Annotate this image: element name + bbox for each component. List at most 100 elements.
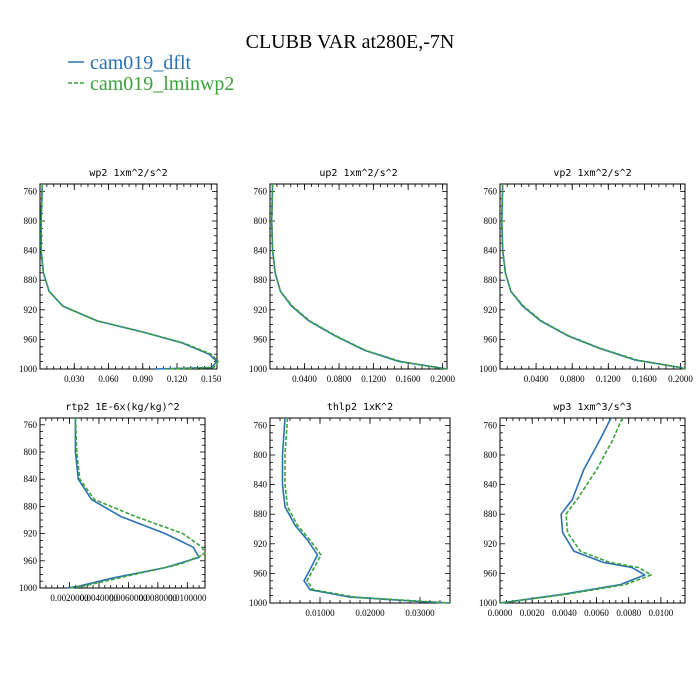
x-tick-label: 0.0400 xyxy=(524,374,549,384)
panel-title: vp2 1xm^2/s^2 xyxy=(553,168,631,179)
legend-label-lminwp2: cam019_lminwp2 xyxy=(90,73,234,95)
x-tick-label: 0.0400 xyxy=(292,374,317,384)
panel-title: up2 1xm^2/s^2 xyxy=(319,168,397,179)
y-tick-label: 800 xyxy=(24,216,38,226)
x-tick-label: 0.0060 xyxy=(584,608,609,618)
y-tick-label: 840 xyxy=(254,480,268,490)
y-tick-label: 880 xyxy=(484,509,498,519)
series-line-dflt xyxy=(281,417,451,604)
y-tick-label: 920 xyxy=(24,529,38,539)
y-tick-label: 840 xyxy=(484,246,498,256)
y-tick-label: 880 xyxy=(254,509,268,519)
y-tick-label: 1000 xyxy=(19,583,38,593)
y-tick-label: 880 xyxy=(254,275,268,285)
x-tick-label: 0.1200 xyxy=(596,374,621,384)
y-tick-label: 800 xyxy=(484,216,498,226)
x-tick-label: 0.030 xyxy=(64,374,85,384)
plot-frame xyxy=(499,183,686,370)
plot-frame xyxy=(269,183,448,370)
panel-title: thlp2 1xK^2 xyxy=(327,402,393,413)
x-tick-label: 0.150 xyxy=(201,374,222,384)
panel-title: rtp2 1E-6x(kg/kg)^2 xyxy=(65,402,179,413)
y-tick-label: 880 xyxy=(484,275,498,285)
x-tick-label: 0.01000 xyxy=(305,608,335,618)
panel-title: wp2 1xm^2/s^2 xyxy=(89,168,167,179)
y-tick-label: 880 xyxy=(24,501,38,511)
series-line-lminwp2 xyxy=(270,183,448,370)
y-tick-label: 1000 xyxy=(19,364,38,374)
y-tick-label: 840 xyxy=(24,246,38,256)
series-line-dflt xyxy=(499,417,646,604)
x-tick-label: 0.0080 xyxy=(616,608,641,618)
x-tick-label: 0.120 xyxy=(167,374,188,384)
x-tick-label: 0.1600 xyxy=(396,374,421,384)
series-line-lminwp2 xyxy=(500,183,686,370)
x-tick-label: 0.0080000 xyxy=(139,593,178,603)
x-tick-label: 0.0040 xyxy=(552,608,577,618)
series-line-dflt xyxy=(270,183,448,370)
panel-2: vp2 1xm^2/s^2 760 800 840 880 920 960 1000 0.040… xyxy=(479,168,693,384)
x-tick-label: 0.0100000 xyxy=(168,593,207,603)
y-tick-label: 920 xyxy=(254,539,268,549)
x-tick-label: 0.0020000 xyxy=(50,593,89,603)
y-tick-label: 960 xyxy=(484,334,498,344)
panel-5: wp3 1xm^3/s^3 760 800 840 880 920 960 10000.000… xyxy=(479,402,686,618)
plot-frame xyxy=(269,417,451,604)
y-tick-label: 1000 xyxy=(479,598,498,608)
panel-3: rtp2 1E-6x(kg/kg)^2 760 800 840 880 920 960 100… xyxy=(19,402,207,603)
x-tick-label: 0.02000 xyxy=(355,608,385,618)
y-tick-label: 960 xyxy=(24,556,38,566)
y-tick-label: 760 xyxy=(484,186,498,196)
x-tick-label: 0.1600 xyxy=(632,374,657,384)
y-tick-label: 800 xyxy=(24,447,38,457)
y-tick-label: 760 xyxy=(24,186,38,196)
y-tick-label: 840 xyxy=(484,480,498,490)
plot-frame xyxy=(39,183,218,370)
panel-0: wp2 1xm^2/s^2 760 800 840 880 920 960 1000 0.030… xyxy=(19,168,222,384)
y-tick-label: 920 xyxy=(254,305,268,315)
legend: cam019_dflt cam019_lminwp2 xyxy=(68,52,234,95)
y-tick-label: 920 xyxy=(484,305,498,315)
x-tick-label: 0.0100 xyxy=(648,608,673,618)
y-tick-label: 840 xyxy=(24,474,38,484)
y-tick-label: 1000 xyxy=(479,364,498,374)
x-tick-label: 0.090 xyxy=(133,374,154,384)
y-tick-label: 920 xyxy=(24,305,38,315)
y-tick-label: 800 xyxy=(254,216,268,226)
y-tick-label: 1000 xyxy=(249,364,268,374)
y-tick-label: 960 xyxy=(254,334,268,344)
x-tick-label: 0.0000 xyxy=(488,608,513,618)
y-tick-label: 960 xyxy=(254,568,268,578)
y-tick-label: 1000 xyxy=(249,598,268,608)
series-line-dflt xyxy=(40,183,218,370)
y-tick-label: 840 xyxy=(254,246,268,256)
y-tick-label: 880 xyxy=(24,275,38,285)
series-line-lminwp2 xyxy=(284,417,451,604)
y-tick-label: 800 xyxy=(484,450,498,460)
x-tick-label: 0.0020 xyxy=(520,608,545,618)
y-tick-label: 760 xyxy=(24,420,38,430)
legend-label-dflt: cam019_dflt xyxy=(90,52,192,74)
series-line-lminwp2 xyxy=(40,183,219,370)
y-tick-label: 920 xyxy=(484,539,498,549)
y-tick-label: 760 xyxy=(254,420,268,430)
x-tick-label: 0.2000 xyxy=(668,374,693,384)
x-tick-label: 0.0040000 xyxy=(80,593,119,603)
series-line-dflt xyxy=(66,418,200,589)
x-tick-label: 0.0060000 xyxy=(109,593,148,603)
x-tick-label: 0.03000 xyxy=(405,608,435,618)
y-tick-label: 760 xyxy=(484,420,498,430)
series-line-lminwp2 xyxy=(499,417,653,604)
panel-1: up2 1xm^2/s^2 760 800 840 880 920 960 1000 0.040… xyxy=(249,168,456,384)
panel-title: wp3 1xm^3/s^3 xyxy=(553,402,631,413)
y-tick-label: 800 xyxy=(254,450,268,460)
y-tick-label: 760 xyxy=(254,186,268,196)
series-line-lminwp2 xyxy=(69,417,206,589)
x-tick-label: 0.0800 xyxy=(560,374,585,384)
x-tick-label: 0.2000 xyxy=(430,374,455,384)
x-tick-label: 0.1200 xyxy=(361,374,386,384)
x-tick-label: 0.0800 xyxy=(327,374,352,384)
y-tick-label: 960 xyxy=(24,334,38,344)
plot-frame xyxy=(499,417,686,604)
